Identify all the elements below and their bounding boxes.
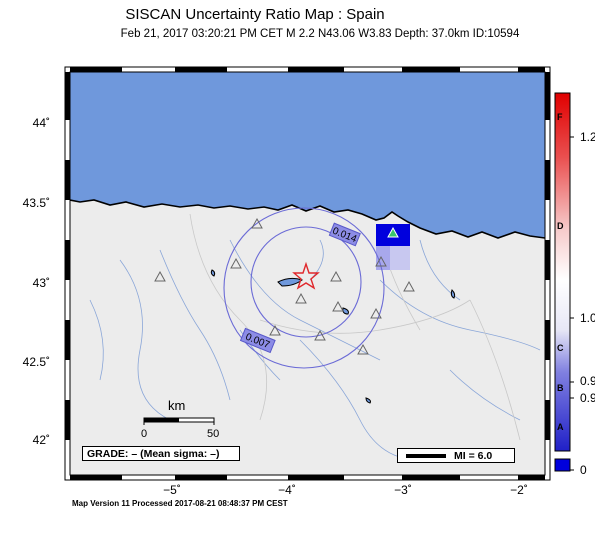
lon-label: −2˚ (510, 483, 528, 497)
map-version-footer: Map Version 11 Processed 2017-08-21 08:4… (72, 499, 288, 508)
station-marker[interactable] (230, 257, 242, 269)
colorbar-tick: 0 (580, 463, 587, 477)
colorbar-grade: A (557, 422, 564, 432)
reservoirs (210, 269, 456, 404)
station-marker[interactable] (295, 292, 307, 304)
rivers (89, 239, 541, 461)
colorbar-tick: 1.0 (580, 311, 595, 325)
station-marker[interactable] (269, 324, 281, 336)
colorbar-tick: 1.2 (580, 130, 595, 144)
colorbar-tick: 0.9 (580, 374, 595, 388)
lat-label: 42˚ (33, 433, 50, 447)
grade-box: GRADE: – (Mean sigma: –) (82, 446, 240, 461)
sea-area (70, 72, 545, 238)
map-title: SISCAN Uncertainty Ratio Map : Spain (125, 6, 385, 23)
station-marker[interactable] (370, 307, 382, 319)
colorbar-grade: C (557, 343, 564, 353)
colorbar-tick: 0.9 (580, 391, 595, 405)
stations (154, 217, 415, 355)
lon-label: −3˚ (394, 483, 412, 497)
lat-label: 43.5˚ (23, 196, 50, 210)
event-subtitle: Feb 21, 2017 03:20:21 PM CET M 2.2 N43.0… (120, 28, 520, 40)
scale-bar-start: 0 (141, 428, 148, 440)
station-marker[interactable] (332, 300, 344, 312)
lat-label: 42.5˚ (23, 355, 50, 369)
epicenter-star-icon[interactable] (292, 261, 320, 290)
contour-inner (250, 226, 362, 338)
lat-label: 44˚ (33, 116, 50, 130)
colorbar-grade: F (557, 112, 563, 122)
mi-legend-label: MI = 6.0 (454, 450, 493, 462)
scale-bar-title: km (168, 398, 186, 413)
station-marker[interactable] (314, 329, 326, 341)
station-marker[interactable] (403, 280, 415, 292)
station-marker[interactable] (330, 270, 342, 282)
map-frame (64, 66, 551, 481)
highlight-station-marker[interactable] (387, 226, 399, 238)
station-marker[interactable] (357, 343, 369, 355)
colorbar-grade: D (557, 221, 564, 231)
distance-scale-bar (143, 417, 215, 425)
mi-legend-bar (406, 454, 446, 458)
colorbar (554, 92, 574, 472)
scale-bar-end: 50 (207, 428, 220, 440)
mi-legend: MI = 6.0 (397, 448, 515, 463)
colorbar-grade: B (557, 383, 564, 393)
coastline (70, 199, 545, 239)
station-marker[interactable] (375, 255, 387, 267)
station-marker[interactable] (154, 270, 166, 282)
uncertainty-cell-mid[interactable] (376, 246, 390, 270)
lon-label: −4˚ (278, 483, 296, 497)
lon-label: −5˚ (163, 483, 181, 497)
station-marker[interactable] (251, 217, 263, 229)
lat-label: 43˚ (33, 276, 50, 290)
contour-outer (223, 207, 385, 369)
